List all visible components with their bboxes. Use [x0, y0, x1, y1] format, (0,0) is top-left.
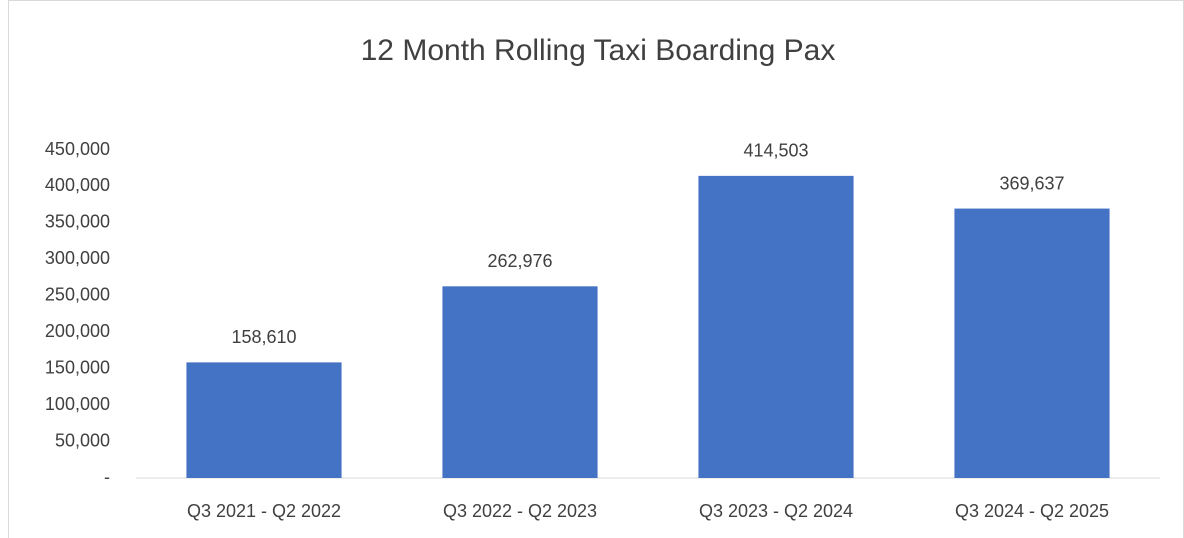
y-tick-label: 50,000	[55, 430, 110, 450]
x-tick-label: Q3 2022 - Q2 2023	[443, 501, 597, 521]
x-tick-label: Q3 2023 - Q2 2024	[699, 501, 853, 521]
data-label: 414,503	[743, 141, 808, 161]
y-tick-label: 200,000	[45, 321, 110, 341]
y-tick-label: 100,000	[45, 394, 110, 414]
bar	[442, 286, 598, 478]
data-label: 369,637	[999, 173, 1064, 193]
chart-title: 12 Month Rolling Taxi Boarding Pax	[361, 34, 836, 67]
y-tick-label: 300,000	[45, 248, 110, 268]
data-label: 262,976	[487, 251, 552, 271]
x-tick-label: Q3 2024 - Q2 2025	[955, 501, 1109, 521]
y-tick-label: 250,000	[45, 285, 110, 305]
y-tick-label: 350,000	[45, 212, 110, 232]
y-tick-label: -	[104, 467, 110, 487]
data-label: 158,610	[231, 327, 296, 347]
y-tick-label: 150,000	[45, 357, 110, 377]
y-tick-label: 400,000	[45, 175, 110, 195]
bar	[186, 362, 342, 478]
x-tick-label: Q3 2021 - Q2 2022	[187, 501, 341, 521]
bar	[698, 175, 854, 479]
y-tick-label: 450,000	[45, 139, 110, 159]
bar	[954, 208, 1110, 479]
